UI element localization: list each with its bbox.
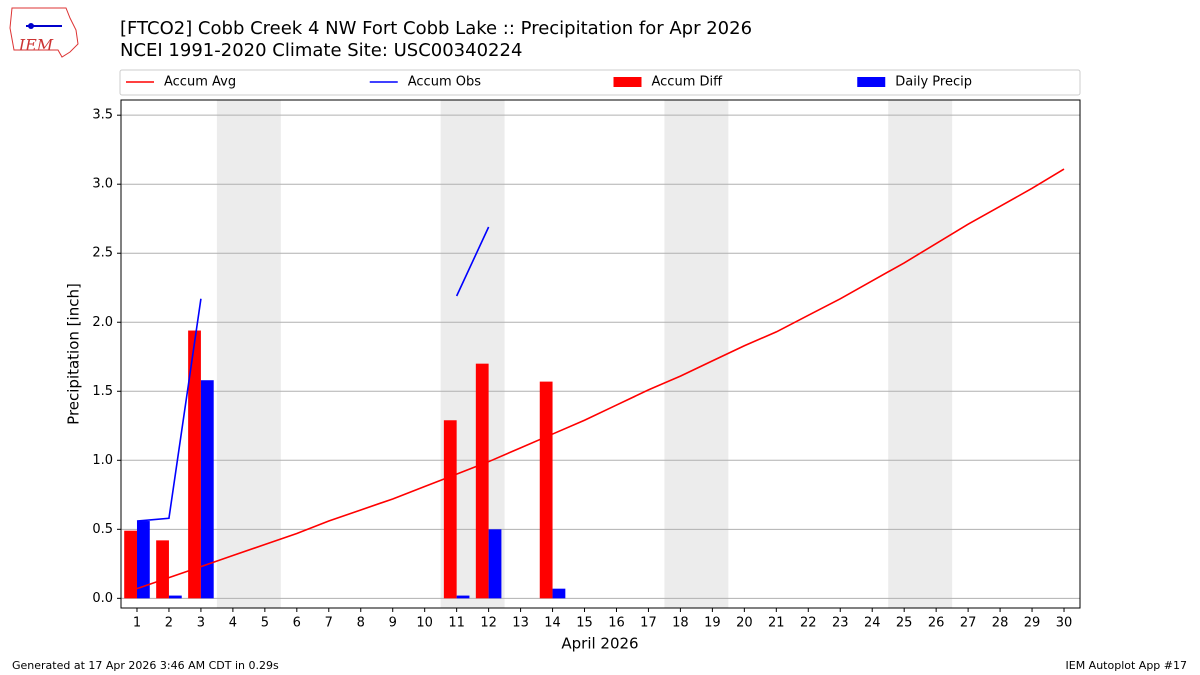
x-tick-label: 30: [1056, 616, 1073, 631]
x-tick-label: 27: [960, 616, 977, 631]
x-tick-label: 18: [672, 616, 689, 631]
y-tick-label: 3.0: [92, 177, 113, 192]
x-tick-label: 14: [544, 616, 561, 631]
x-tick-label: 5: [261, 616, 269, 631]
legend-label: Accum Diff: [652, 75, 724, 90]
x-tick-label: 17: [640, 616, 657, 631]
x-tick-label: 29: [1024, 616, 1041, 631]
legend-frame: [119, 69, 1081, 96]
x-tick-label: 3: [197, 616, 205, 631]
x-tick-label: 25: [896, 616, 913, 631]
x-tick-label: 4: [229, 616, 237, 631]
logo-text: IEM: [18, 36, 54, 55]
x-tick-label: 28: [992, 616, 1009, 631]
x-tick-label: 1: [133, 616, 141, 631]
x-tick-label: 19: [704, 616, 721, 631]
y-tick-label: 0.5: [92, 522, 113, 537]
legend-swatch: [857, 77, 886, 87]
y-tick-label: 2.5: [92, 246, 113, 261]
chart-subtitle: NCEI 1991-2020 Climate Site: USC00340224: [120, 40, 522, 61]
bar: [136, 521, 150, 599]
x-tick-label: 8: [357, 616, 365, 631]
bar: [539, 381, 553, 599]
y-tick-label: 3.5: [92, 108, 113, 123]
footer-right: IEM Autoplot App #17: [1066, 659, 1188, 672]
legend-label: Daily Precip: [895, 75, 972, 90]
x-tick-label: 10: [416, 616, 433, 631]
x-tick-label: 12: [480, 616, 497, 631]
x-tick-label: 7: [325, 616, 333, 631]
bar: [156, 540, 169, 599]
bar: [488, 529, 502, 599]
legend-label: Accum Obs: [408, 75, 481, 90]
x-tick-label: 6: [293, 616, 301, 631]
x-tick-label: 2: [165, 616, 173, 631]
y-tick-label: 1.5: [92, 384, 113, 399]
y-tick-label: 2.0: [92, 315, 113, 330]
x-tick-label: 23: [832, 616, 849, 631]
x-tick-label: 16: [608, 616, 625, 631]
x-tick-label: 13: [512, 616, 529, 631]
x-tick-label: 26: [928, 616, 945, 631]
weekend-shade: [216, 100, 281, 608]
bar: [443, 420, 457, 599]
bar: [188, 330, 201, 599]
y-tick-label: 0.0: [92, 591, 113, 606]
weekend-shade: [664, 100, 729, 608]
legend-label: Accum Avg: [164, 75, 236, 90]
y-tick-label: 1.0: [92, 453, 113, 468]
bar: [475, 363, 489, 599]
chart-title: [FTCO2] Cobb Creek 4 NW Fort Cobb Lake :…: [120, 18, 752, 39]
x-tick-label: 21: [768, 616, 785, 631]
y-axis-label: Precipitation [inch]: [65, 283, 83, 425]
x-tick-label: 24: [864, 616, 881, 631]
legend-swatch: [613, 77, 642, 87]
footer-left: Generated at 17 Apr 2026 3:46 AM CDT in …: [12, 659, 279, 672]
x-tick-label: 15: [576, 616, 593, 631]
x-axis-label: April 2026: [561, 635, 638, 653]
bar: [456, 595, 470, 599]
logo-outline: [9, 7, 79, 58]
line: [136, 168, 1065, 590]
plot-frame: [120, 99, 1081, 609]
x-tick-label: 22: [800, 616, 817, 631]
x-tick-label: 11: [448, 616, 465, 631]
logo-icon: [28, 23, 34, 29]
x-tick-label: 20: [736, 616, 753, 631]
weekend-shade: [888, 100, 953, 608]
bar: [168, 595, 182, 599]
bar: [552, 588, 566, 599]
bar: [200, 380, 214, 599]
line: [136, 226, 490, 522]
logo: IEM: [9, 7, 79, 58]
bar: [124, 530, 137, 599]
x-tick-label: 9: [389, 616, 397, 631]
